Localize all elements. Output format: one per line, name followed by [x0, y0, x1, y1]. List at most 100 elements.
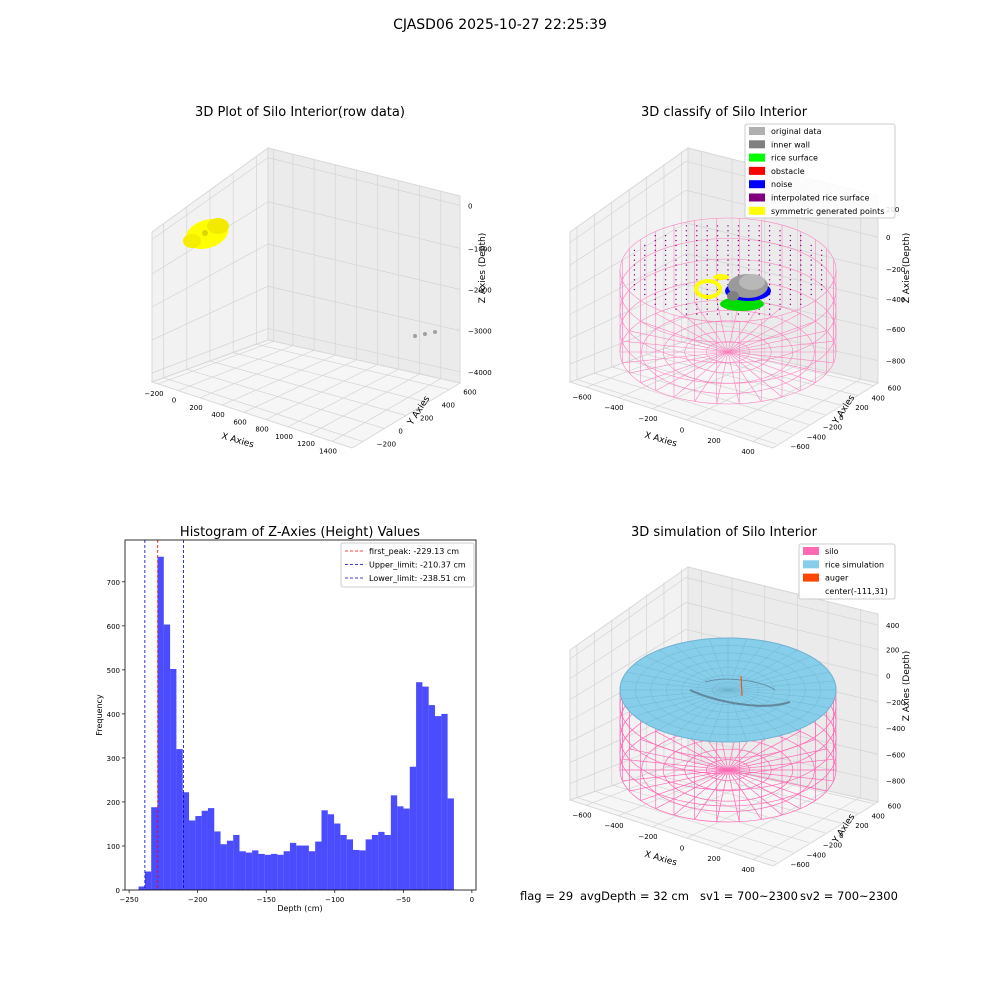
interpolated-point — [675, 269, 677, 271]
interpolated-point — [779, 288, 781, 291]
legend-label: rice surface — [771, 154, 818, 163]
interpolated-point — [654, 298, 656, 301]
interpolated-point — [737, 235, 740, 237]
histogram-bar — [384, 834, 391, 890]
rice-mesh-line — [621, 680, 835, 700]
interpolated-point — [727, 254, 729, 256]
interpolated-point — [675, 274, 677, 276]
x-tick-label: 1000 — [275, 433, 293, 441]
silo-floor-spoke — [694, 769, 729, 820]
z-tick-label: −4000 — [468, 369, 492, 377]
silo-floor-spoke — [727, 351, 834, 364]
histogram-bar — [403, 808, 410, 890]
gridline — [267, 243, 461, 290]
interpolated-point — [716, 308, 719, 310]
interpolated-point — [748, 259, 750, 261]
histogram-bar — [195, 816, 202, 890]
histogram-ylabel: Frequency — [95, 694, 104, 736]
interpolated-point — [696, 303, 698, 305]
histogram-bar — [371, 834, 379, 890]
x-tick-label: 400 — [741, 448, 754, 456]
interpolated-point — [654, 279, 656, 281]
interpolated-point — [820, 284, 823, 286]
silo-floor-ring — [706, 341, 750, 363]
interpolated-point — [664, 288, 667, 291]
y-tick-label: 400 — [871, 394, 884, 402]
gridline — [151, 157, 269, 240]
gridline — [209, 360, 407, 416]
interpolated-point — [664, 293, 667, 296]
interpolated-point — [800, 303, 802, 305]
interpolated-point — [696, 274, 698, 276]
y-tick-label: −400 — [807, 851, 826, 859]
gridline — [151, 285, 269, 341]
interpolated-point — [768, 225, 771, 227]
interpolated-point — [768, 313, 771, 315]
legend-label: auger — [825, 574, 849, 583]
interpolated-point — [706, 298, 708, 301]
interpolated-point — [654, 244, 656, 247]
histogram-panel: Histogram of Z-Axies (Height) Values −25… — [95, 525, 477, 913]
interpolated-point — [716, 225, 719, 227]
interpolated-point — [716, 254, 719, 256]
silo-floor-spoke — [727, 321, 816, 353]
y-tick-label: 400 — [871, 812, 884, 820]
interpolated-point — [800, 274, 802, 276]
interpolated-point — [820, 279, 823, 281]
interpolated-point — [664, 303, 667, 305]
interpolated-point — [737, 249, 740, 252]
gridline — [267, 328, 461, 373]
y-tick-label: 600 — [888, 803, 901, 811]
histogram-bar — [239, 851, 246, 890]
x-tick-label: −400 — [604, 404, 623, 412]
status-sv1: sv1 = 700~2300 — [700, 889, 798, 903]
silo-floor-ring — [641, 310, 815, 394]
gridline — [163, 377, 363, 442]
interpolated-point — [758, 230, 760, 232]
interpolated-point — [664, 298, 667, 301]
z-tick-label: −600 — [886, 751, 905, 759]
x-tick-label: −250 — [119, 896, 138, 904]
gridline — [569, 577, 687, 660]
interpolated-point — [758, 308, 760, 310]
gridline — [233, 352, 428, 403]
interpolated-point — [779, 308, 781, 310]
histogram-bar — [397, 806, 404, 890]
z-tick-label: 200 — [886, 647, 899, 655]
legend-label: silo — [825, 547, 839, 556]
silo-floor-spoke — [727, 769, 801, 809]
interpolated-point — [675, 284, 677, 286]
silo-floor-spoke — [727, 302, 762, 353]
histogram-bar — [189, 820, 196, 890]
x-tick-label: −200 — [188, 896, 207, 904]
silo-floor-spoke — [727, 340, 834, 353]
legend-swatch — [803, 560, 819, 569]
interpolated-point — [685, 274, 688, 276]
histogram-bar — [315, 841, 322, 890]
legend-swatch — [749, 193, 765, 202]
interpolated-point — [675, 239, 677, 242]
interpolated-point — [800, 239, 802, 242]
legend-label: interpolated rice surface — [771, 194, 869, 203]
x-tick-label: 600 — [233, 418, 246, 426]
interpolated-point — [696, 239, 698, 242]
silo-floor-spoke — [727, 351, 740, 404]
interpolated-point — [768, 239, 771, 242]
gridline — [594, 372, 793, 435]
interpolated-point — [758, 244, 760, 247]
interpolated-point — [789, 254, 792, 256]
interpolated-point — [633, 284, 636, 286]
interpolated-point — [706, 259, 708, 261]
interpolated-point — [779, 279, 781, 281]
interpolated-point — [654, 269, 656, 271]
legend-swatch — [749, 127, 765, 135]
x-tick-label: −50 — [396, 896, 411, 904]
gridline — [651, 775, 765, 828]
interpolated-point — [696, 259, 698, 261]
interpolated-point — [706, 288, 708, 291]
legend-swatch — [749, 206, 765, 215]
gridline — [267, 157, 461, 206]
silo-floor-spoke — [716, 351, 729, 404]
interpolated-point — [706, 269, 708, 271]
